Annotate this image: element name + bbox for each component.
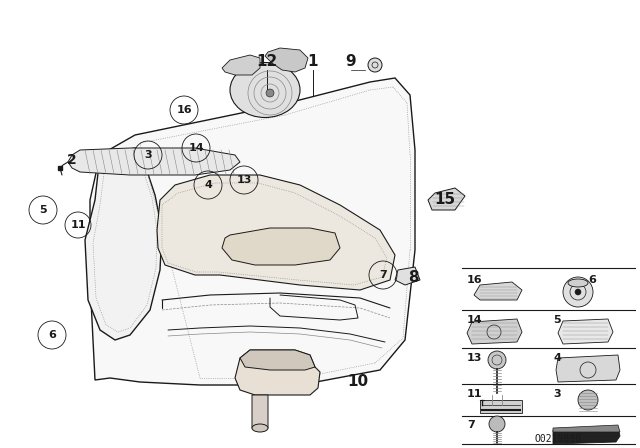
Circle shape: [563, 277, 593, 307]
Polygon shape: [222, 228, 340, 265]
Text: 5: 5: [553, 315, 561, 325]
Polygon shape: [428, 188, 465, 210]
Circle shape: [266, 89, 274, 97]
Text: 10: 10: [348, 375, 369, 389]
Circle shape: [578, 390, 598, 410]
Text: 11: 11: [70, 220, 86, 230]
Text: O0219890: O0219890: [534, 434, 582, 444]
Text: 12: 12: [257, 55, 278, 69]
Polygon shape: [222, 55, 260, 75]
Text: 4: 4: [204, 180, 212, 190]
Text: 4: 4: [553, 353, 561, 363]
Circle shape: [488, 351, 506, 369]
Ellipse shape: [252, 424, 268, 432]
Polygon shape: [558, 319, 613, 344]
Text: 7: 7: [379, 270, 387, 280]
Text: 3: 3: [553, 389, 561, 399]
Text: 6: 6: [588, 275, 596, 285]
Text: 8: 8: [408, 270, 419, 284]
Circle shape: [575, 289, 581, 295]
Text: 3: 3: [144, 150, 152, 160]
Ellipse shape: [230, 63, 300, 117]
Polygon shape: [556, 355, 620, 382]
Text: 14: 14: [467, 315, 483, 325]
Text: 13: 13: [467, 353, 483, 363]
Text: 16: 16: [176, 105, 192, 115]
Polygon shape: [553, 425, 620, 432]
Polygon shape: [553, 427, 620, 444]
Text: 7: 7: [467, 420, 475, 430]
Circle shape: [489, 416, 505, 432]
Polygon shape: [467, 319, 522, 344]
Polygon shape: [235, 350, 320, 395]
Text: 9: 9: [346, 55, 356, 69]
Polygon shape: [90, 78, 415, 385]
Polygon shape: [85, 148, 162, 340]
Polygon shape: [157, 175, 395, 290]
Polygon shape: [480, 400, 522, 413]
Text: 11: 11: [467, 389, 483, 399]
Text: 5: 5: [39, 205, 47, 215]
Text: 16: 16: [467, 275, 483, 285]
Text: 14: 14: [188, 143, 204, 153]
Text: 2: 2: [67, 153, 77, 167]
Text: 6: 6: [48, 330, 56, 340]
Text: 13: 13: [236, 175, 252, 185]
Text: 15: 15: [435, 193, 456, 207]
Circle shape: [368, 58, 382, 72]
Polygon shape: [265, 48, 308, 72]
Text: 1: 1: [308, 55, 318, 69]
Polygon shape: [395, 267, 420, 285]
Polygon shape: [68, 148, 240, 175]
Polygon shape: [474, 282, 522, 300]
Ellipse shape: [568, 279, 588, 287]
Polygon shape: [240, 350, 315, 370]
Polygon shape: [252, 395, 268, 430]
